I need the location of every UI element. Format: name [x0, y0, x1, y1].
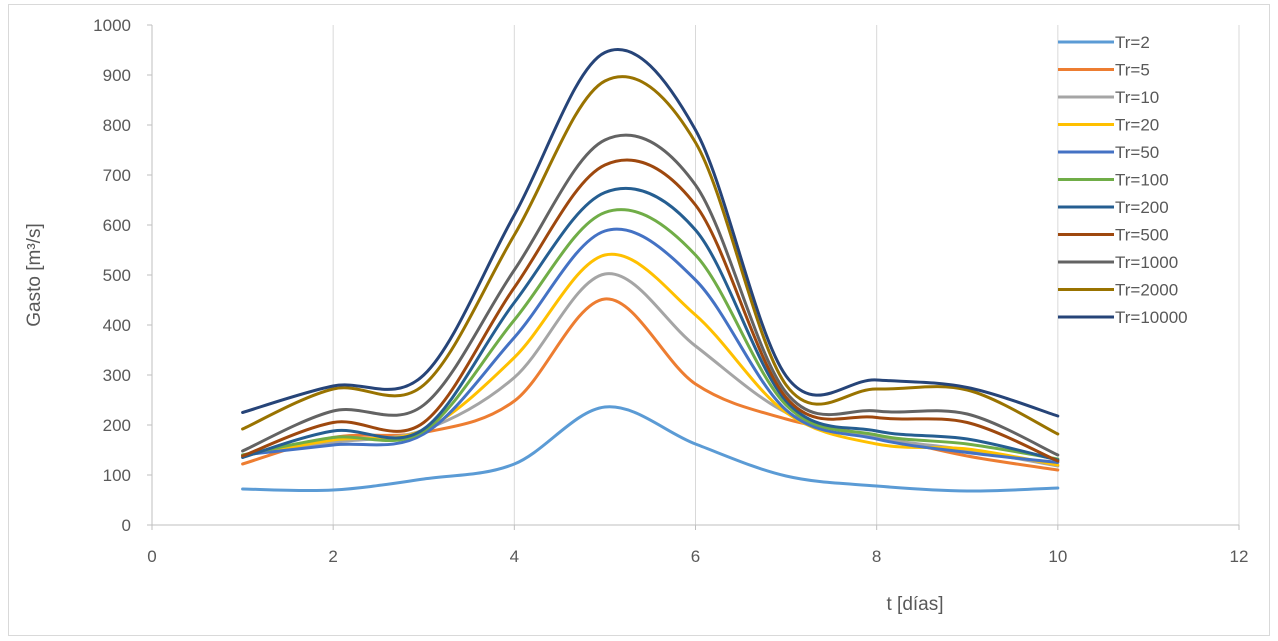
y-tick-labels: 0 100 200 300 400 500 600 700 800 900 1000 — [93, 16, 131, 535]
legend-label: Tr=10000 — [1115, 308, 1188, 327]
y-tick-label: 200 — [103, 416, 131, 435]
series-line-tr-200 — [241, 186, 1060, 462]
legend-label: Tr=50 — [1115, 143, 1159, 162]
gridlines — [332, 25, 1240, 525]
series-line-tr-2 — [241, 405, 1060, 493]
x-tick-label: 4 — [510, 547, 519, 566]
series-line-tr-500 — [241, 158, 1060, 463]
y-tick-label: 500 — [103, 266, 131, 285]
y-axis-title: Gasto [m³/s] — [24, 223, 45, 326]
y-tick-label: 600 — [103, 216, 131, 235]
series-line-tr-2000 — [241, 75, 1060, 436]
series-line-tr-100 — [241, 208, 1060, 461]
y-tick-label: 1000 — [93, 16, 131, 35]
series-line-tr-1000 — [241, 133, 1060, 457]
legend-label: Tr=1000 — [1115, 253, 1178, 272]
y-tick-label: 800 — [103, 116, 131, 135]
x-tick-label: 2 — [328, 547, 337, 566]
x-tick-label: 8 — [872, 547, 881, 566]
x-tick-label: 10 — [1048, 547, 1067, 566]
legend-label: Tr=500 — [1115, 226, 1169, 245]
legend-label: Tr=5 — [1115, 61, 1150, 80]
x-tick-label: 0 — [147, 547, 156, 566]
legend-label: Tr=100 — [1115, 171, 1169, 190]
y-tick-label: 400 — [103, 316, 131, 335]
y-tick-label: 900 — [103, 66, 131, 85]
legend-label: Tr=20 — [1115, 116, 1159, 135]
x-tick-labels: 0 2 4 6 8 10 12 — [147, 547, 1248, 566]
x-tick-label: 12 — [1230, 547, 1249, 566]
legend-label: Tr=2 — [1115, 33, 1150, 52]
series-line-tr-10000 — [241, 48, 1060, 418]
axes — [147, 24, 1240, 530]
series-line-tr-50 — [241, 227, 1060, 464]
legend: Tr=2 Tr=5 Tr=10 Tr=20 Tr=50 Tr=100 Tr=200 Tr=50… — [1058, 33, 1188, 327]
y-tick-label: 100 — [103, 466, 131, 485]
legend-label: Tr=2000 — [1115, 281, 1178, 300]
y-tick-label: 300 — [103, 366, 131, 385]
x-axis-title: t [días] — [886, 594, 943, 615]
y-tick-label: 0 — [122, 516, 131, 535]
legend-label: Tr=10 — [1115, 88, 1159, 107]
x-tick-label: 6 — [691, 547, 700, 566]
series-lines — [241, 48, 1060, 493]
legend-label: Tr=200 — [1115, 198, 1169, 217]
y-tick-label: 700 — [103, 166, 131, 185]
